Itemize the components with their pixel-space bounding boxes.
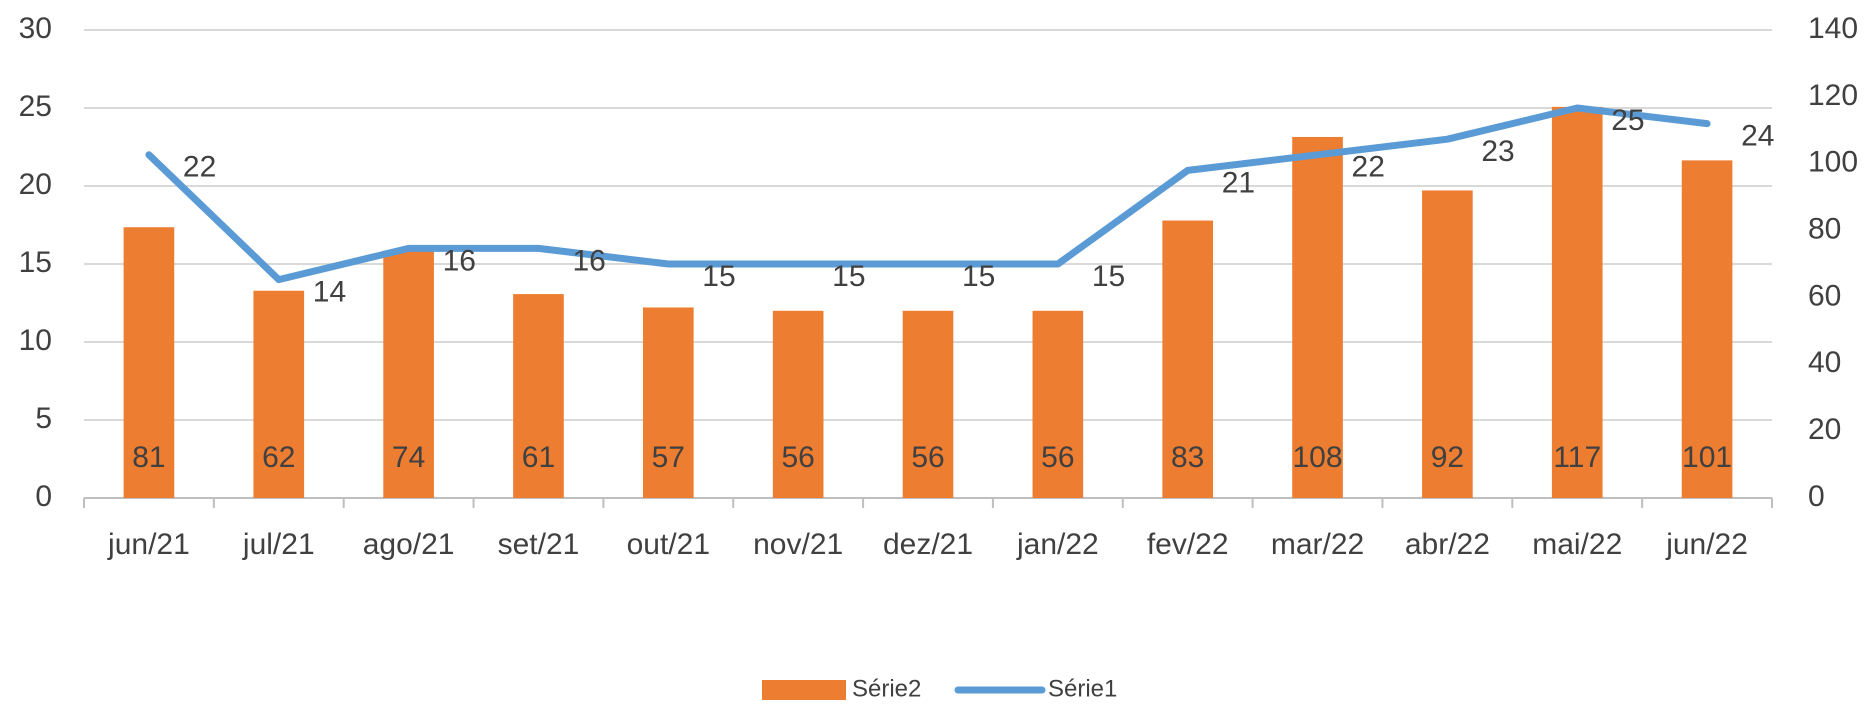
bar: [1422, 190, 1473, 498]
bar-value-label: 56: [911, 441, 944, 474]
line-value-label: 15: [1092, 260, 1125, 293]
line-value-label: 24: [1741, 120, 1774, 153]
x-tick-label: fev/22: [1147, 528, 1229, 561]
y2-tick-label: 0: [1808, 480, 1825, 513]
y2-tick-label: 120: [1808, 79, 1858, 112]
line-value-label: 15: [962, 260, 995, 293]
line-value-label: 15: [702, 260, 735, 293]
line-value-label: 16: [572, 244, 605, 277]
y2-tick-label: 140: [1808, 12, 1858, 45]
x-tick-label: jun/21: [107, 528, 190, 561]
bar: [642, 307, 694, 498]
bar: [513, 294, 564, 498]
x-tick-label: jul/21: [242, 528, 315, 561]
legend-label: Série1: [1048, 675, 1117, 702]
line-value-label: 15: [832, 260, 865, 293]
y-tick-label: 25: [19, 90, 52, 123]
line-value-label: 14: [313, 276, 346, 309]
legend-label: Série2: [852, 675, 921, 702]
y-tick-label: 0: [35, 480, 52, 513]
x-tick-label: jun/22: [1665, 528, 1748, 561]
y2-tick-label: 20: [1808, 413, 1841, 446]
x-tick-label: mai/22: [1532, 528, 1622, 561]
bar-value-label: 56: [1041, 441, 1074, 474]
bar: [1551, 106, 1603, 498]
y2-tick-label: 80: [1808, 212, 1841, 245]
x-tick-label: ago/21: [363, 528, 455, 561]
x-tick-label: out/21: [627, 528, 710, 561]
bar: [253, 290, 305, 498]
bar-value-label: 101: [1682, 441, 1732, 474]
bar-value-label: 81: [132, 441, 165, 474]
x-tick-label: set/21: [498, 528, 580, 561]
y2-tick-label: 40: [1808, 346, 1841, 379]
bar-value-label: 57: [652, 441, 685, 474]
bar: [902, 310, 954, 498]
y-tick-label: 10: [19, 324, 52, 357]
line-value-label: 22: [1352, 151, 1385, 184]
bar: [1681, 160, 1733, 498]
y-tick-label: 20: [19, 168, 52, 201]
bar-value-label: 108: [1293, 441, 1343, 474]
bar: [772, 310, 824, 498]
x-tick-label: abr/22: [1405, 528, 1490, 561]
bar-value-label: 74: [392, 441, 425, 474]
x-tick-label: nov/21: [753, 528, 843, 561]
y-tick-label: 30: [19, 12, 52, 45]
bar-value-label: 61: [522, 441, 555, 474]
x-tick-label: mar/22: [1271, 528, 1364, 561]
bar-value-label: 62: [262, 441, 295, 474]
line-value-label: 25: [1611, 104, 1644, 137]
bar: [123, 227, 175, 498]
line-value-label: 23: [1481, 135, 1514, 168]
y2-tick-label: 60: [1808, 279, 1841, 312]
bar-value-label: 83: [1171, 441, 1204, 474]
bar-value-label: 117: [1553, 441, 1601, 474]
legend: Série2 Série1: [762, 675, 1117, 702]
line-value-label: 22: [183, 151, 216, 184]
y2-tick-label: 100: [1808, 146, 1858, 179]
bar-value-label: 56: [781, 441, 814, 474]
x-tick-label: dez/21: [883, 528, 973, 561]
line: [145, 104, 1711, 284]
x-tick-label: jan/22: [1016, 528, 1099, 561]
bar: [1032, 310, 1084, 498]
labels: 0 5 10 15 20 25 30 0 20 40 60 80 100 120 140 jun/21 jul/…: [19, 12, 1858, 561]
y-tick-label: 15: [19, 246, 52, 279]
marks: [123, 104, 1733, 499]
bar: [1162, 220, 1214, 499]
line-value-label: 16: [443, 244, 476, 277]
bar: [383, 250, 434, 498]
bar: [1292, 136, 1343, 498]
bar-value-label: 92: [1431, 441, 1464, 474]
line-value-label: 21: [1222, 166, 1255, 199]
y-tick-label: 5: [35, 402, 52, 435]
legend-swatch: [762, 680, 846, 700]
